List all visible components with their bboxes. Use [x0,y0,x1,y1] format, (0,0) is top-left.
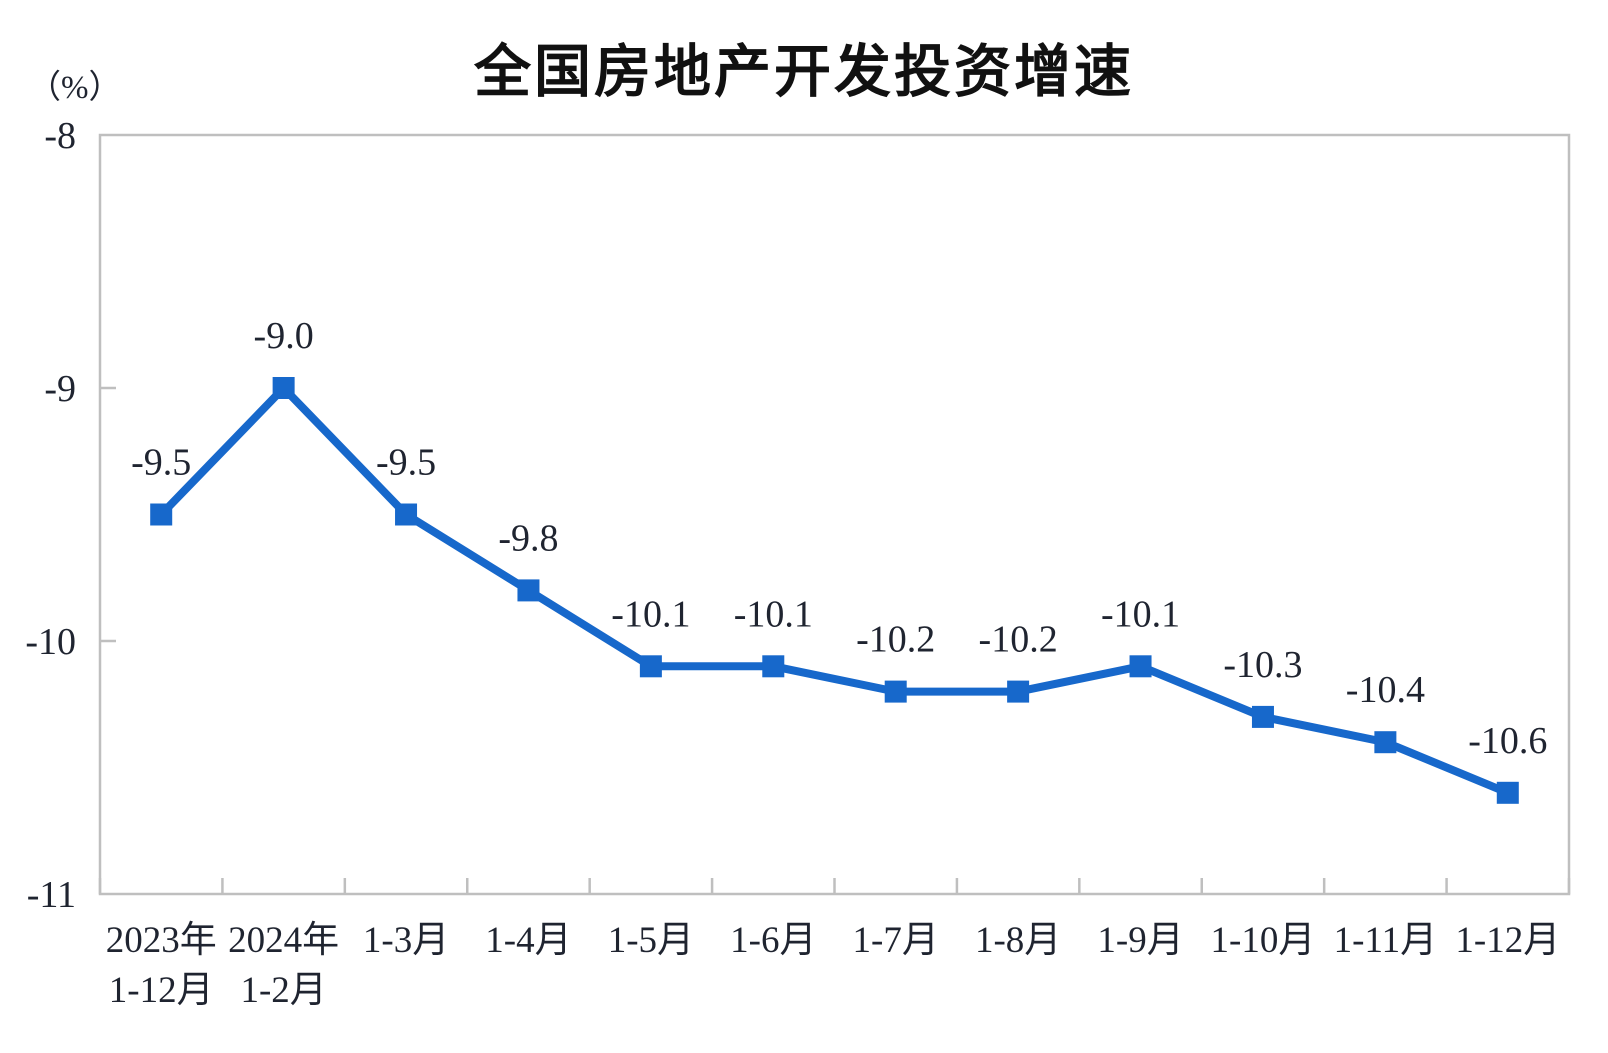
x-axis-category-label: 1-3月 [363,920,449,961]
data-point-label: -10.6 [1468,720,1547,762]
x-axis-category-label: 1-5月 [608,920,694,961]
x-axis-category-label: 1-9月 [1097,920,1183,961]
data-point-marker [272,377,295,399]
x-axis-category-label: 2023年 [106,919,217,961]
y-axis-tick-label: -11 [27,874,76,916]
data-point-label: -10.1 [1101,593,1180,635]
x-axis-category-label-line2: 1-2月 [240,970,326,1011]
data-point-label: -10.1 [611,593,690,635]
data-point-marker [1251,705,1274,728]
plot-area-border [98,133,1571,896]
data-point-label: -10.1 [734,593,813,635]
x-axis-category-label: 1-7月 [853,920,939,961]
y-axis-tick-label: -8 [44,115,76,157]
data-point-label: -9.0 [254,315,314,357]
data-point-marker [1374,731,1397,754]
chart-title: 全国房地产开发投资增速 [474,40,1134,104]
y-axis-tick-label: -9 [44,368,76,410]
x-axis-category-label: 1-4月 [485,920,571,961]
x-axis-category-label: 1-8月 [975,920,1061,961]
data-point-label: -9.8 [498,517,558,559]
x-axis-category-label: 1-11月 [1334,920,1437,961]
data-point-label: -10.4 [1346,669,1425,711]
y-axis-tick-label: -10 [25,621,76,663]
data-line [158,382,1510,797]
data-point-marker [639,655,662,678]
data-point-marker [1129,655,1152,678]
data-point-marker [1007,680,1030,703]
data-point-marker [150,503,173,526]
data-point-label: -10.3 [1223,644,1302,686]
x-axis-category-label: 1-12月 [1455,920,1560,961]
data-point-label: -10.2 [856,619,935,661]
data-point-marker [884,680,907,703]
y-axis-unit-label: （%） [28,70,122,106]
data-point-label: -10.2 [979,619,1058,661]
data-point-label: -9.5 [376,442,436,484]
x-axis-category-label: 2024年 [228,919,339,961]
data-point-marker [395,503,418,526]
x-axis-category-label: 1-10月 [1211,920,1316,961]
data-point-label: -9.5 [131,442,191,484]
data-point-marker [1496,781,1519,804]
data-point-marker [762,655,785,678]
x-axis-category-label: 1-6月 [730,920,816,961]
data-point-marker [517,579,540,602]
x-axis-category-label-line2: 1-12月 [109,970,214,1011]
